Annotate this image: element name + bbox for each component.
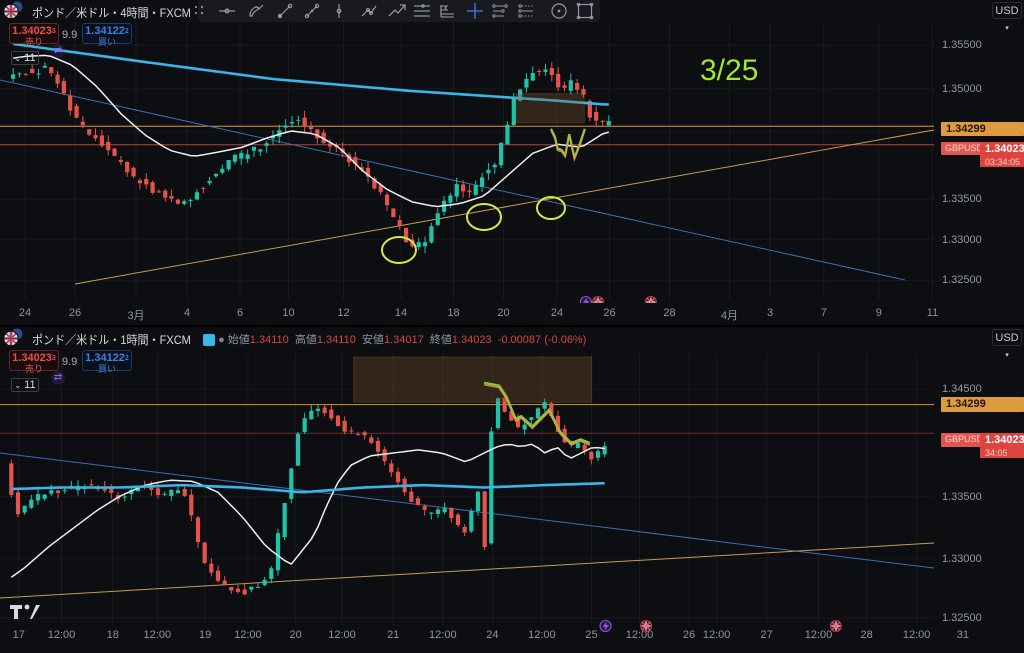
- svg-text:3/25: 3/25: [700, 54, 758, 87]
